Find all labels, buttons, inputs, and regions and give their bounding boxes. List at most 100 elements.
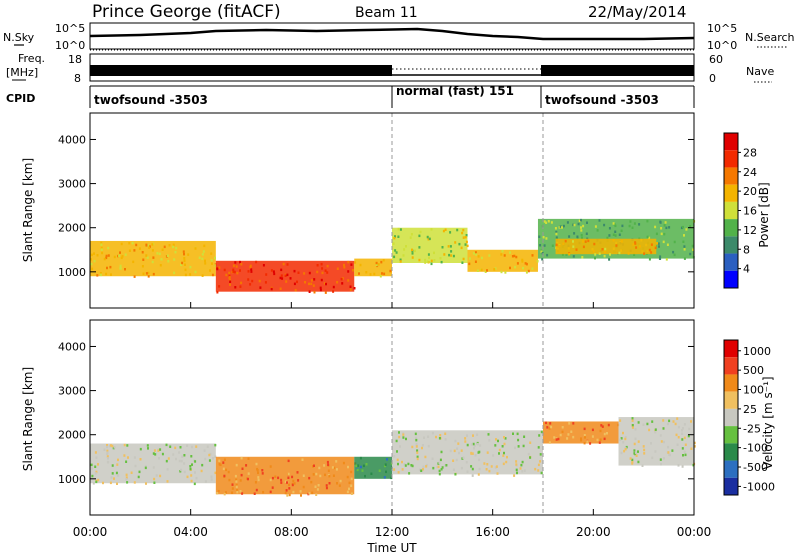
velocity-colorbar-swatch xyxy=(724,374,738,392)
velocity-colorbar-label: Velocity [m s⁻¹] xyxy=(761,376,775,469)
power-colorbar-tick: 8 xyxy=(743,243,750,256)
power-colorbar-swatch xyxy=(724,167,738,185)
velocity-colorbar-swatch xyxy=(724,443,738,461)
velocity-colorbar-tick: 100 xyxy=(743,384,764,397)
freq-bar-c xyxy=(541,65,694,76)
beam-label: Beam 11 xyxy=(355,5,418,21)
cpid-segment-3: twofsound -3503 xyxy=(545,93,659,107)
time-tick-label: 08:00 xyxy=(274,525,309,539)
power-data xyxy=(90,113,696,308)
velocity-colorbar-swatch xyxy=(724,357,738,375)
velocity-ytick-label: 1000 xyxy=(58,473,86,486)
power-ytick-label: 3000 xyxy=(58,178,86,191)
velocity-ytick-label: 4000 xyxy=(58,340,86,353)
nave-label: Nave xyxy=(746,65,774,78)
power-band-2 xyxy=(215,260,357,294)
velocity-colorbar-tick: 1000 xyxy=(743,345,771,358)
power-colorbar-swatch xyxy=(724,184,738,202)
velocity-colorbar-swatch xyxy=(724,460,738,478)
freq-right-tick-bottom: 0 xyxy=(709,72,716,85)
velocity-colorbar-tick: -1000 xyxy=(743,480,775,493)
power-colorbar-tick: 20 xyxy=(743,185,757,198)
power-band-4 xyxy=(392,227,469,266)
freq-left-tick-top: 18 xyxy=(68,53,82,66)
velocity-colorbar-swatch xyxy=(724,477,738,495)
power-colorbar-swatch xyxy=(724,201,738,220)
velocity-ylabel: Slant Range [km] xyxy=(21,367,35,471)
velocity-band-2 xyxy=(215,456,357,497)
power-colorbar-swatch xyxy=(724,150,738,168)
time-tick-label: 20:00 xyxy=(576,525,611,539)
date-label: 22/May/2014 xyxy=(588,3,686,21)
power-ytick-label: 2000 xyxy=(58,222,86,235)
nsearch-label: N.Search xyxy=(745,31,795,44)
power-band-1 xyxy=(90,240,217,278)
noise-trace xyxy=(89,27,695,41)
velocity-colorbar-swatch xyxy=(724,408,738,427)
velocity-colorbar-tick: 25 xyxy=(743,403,757,416)
power-band-7 xyxy=(555,238,659,256)
noise-right-tick-top: 10^5 xyxy=(707,22,737,35)
cpid-segment-1: twofsound -3503 xyxy=(94,93,208,107)
power-band-5 xyxy=(467,249,539,274)
freq-left-tick-bottom: 8 xyxy=(74,72,81,85)
power-colorbar-tick: 28 xyxy=(743,146,757,159)
velocity-band-6 xyxy=(618,417,696,468)
power-colorbar-tick: 24 xyxy=(743,166,757,179)
power-colorbar-swatch xyxy=(724,133,738,151)
velocity-band-4 xyxy=(392,430,543,477)
power-colorbar: 28 24 20 16 12 8 4 xyxy=(723,132,757,289)
power-colorbar-tick: 16 xyxy=(743,205,757,218)
power-colorbar-swatch xyxy=(724,270,738,288)
nsky-label: N.Sky xyxy=(3,31,35,44)
velocity-colorbar-tick: -25 xyxy=(743,422,761,435)
time-tick-label: 16:00 xyxy=(475,525,510,539)
velocity-ytick-label: 2000 xyxy=(58,429,86,442)
noise-right-tick-bottom: 10^0 xyxy=(707,39,737,52)
power-colorbar-label: Power [dB] xyxy=(757,182,771,247)
velocity-panel: 1000 2000 3000 4000 Slant Range [km] 1000 50… xyxy=(21,319,775,516)
time-tick-label: 04:00 xyxy=(173,525,208,539)
freq-unit-label: [MHz] xyxy=(6,66,38,79)
velocity-band-3 xyxy=(354,456,393,480)
noise-left-tick-bottom: 10^0 xyxy=(55,39,85,52)
velocity-colorbar: 1000 500 100 25 -25 -100 -500 -1000 xyxy=(723,339,775,496)
power-colorbar-tick: 12 xyxy=(743,224,757,237)
power-ytick-label: 1000 xyxy=(58,266,86,279)
power-ylabel: Slant Range [km] xyxy=(21,158,35,262)
velocity-band-5 xyxy=(543,421,620,445)
power-colorbar-swatch xyxy=(724,219,738,237)
time-tick-label: 00:00 xyxy=(73,525,108,539)
time-axis: 00:00 04:00 08:00 12:00 16:00 20:00 00:00 xyxy=(73,302,712,539)
power-panel: 1000 2000 3000 4000 Slant Range [km] 28 24 20… xyxy=(21,112,771,309)
power-colorbar-swatch xyxy=(724,236,738,254)
velocity-ytick-label: 3000 xyxy=(58,385,86,398)
noise-left-tick-top: 10^5 xyxy=(55,22,85,35)
power-colorbar-swatch xyxy=(724,253,738,271)
time-tick-label: 00:00 xyxy=(677,525,712,539)
velocity-colorbar-swatch xyxy=(724,340,738,358)
velocity-y-axis: 1000 2000 3000 4000 xyxy=(58,340,694,486)
velocity-colorbar-swatch xyxy=(724,391,738,409)
velocity-colorbar-tick: -100 xyxy=(743,442,768,455)
freq-label: Freq. xyxy=(18,52,45,65)
station-title: Prince George (fitACF) xyxy=(92,2,281,22)
cpid-label: CPID xyxy=(6,92,35,105)
cpid-panel: twofsound -3503 normal (fast) 151 twofso… xyxy=(89,84,695,108)
freq-bar-a xyxy=(90,65,392,76)
velocity-colorbar-swatch xyxy=(724,426,738,444)
power-y-axis: 1000 2000 3000 4000 xyxy=(58,133,694,279)
velocity-colorbar-tick: 500 xyxy=(743,364,764,377)
freq-right-tick-top: 60 xyxy=(709,53,723,66)
noise-panel: 10^5 10^0 10^5 10^0 xyxy=(55,22,737,52)
power-band-3 xyxy=(354,258,392,278)
velocity-colorbar-tick: -500 xyxy=(743,461,768,474)
time-tick-label: 12:00 xyxy=(375,525,410,539)
cpid-segment-2: normal (fast) 151 xyxy=(396,84,514,98)
frequency-panel: 18 8 60 0 xyxy=(68,53,723,85)
power-colorbar-tick: 4 xyxy=(743,263,750,276)
time-axis-label: Time UT xyxy=(366,541,417,554)
velocity-data xyxy=(90,320,696,515)
power-ytick-label: 4000 xyxy=(58,133,86,146)
